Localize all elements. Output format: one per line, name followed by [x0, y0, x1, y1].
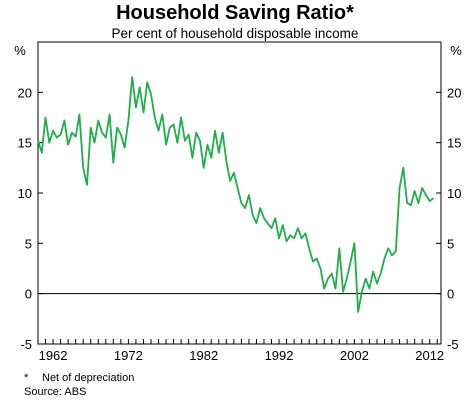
y-unit-right: %	[450, 43, 462, 58]
footnote-star: *	[24, 372, 29, 384]
x-tick-label: 1992	[265, 348, 294, 363]
x-tick-label: 2002	[340, 348, 369, 363]
y-tick-label-left: -5	[20, 337, 32, 352]
chart-title: Household Saving Ratio*	[116, 2, 354, 24]
footnote-text: Net of depreciation	[42, 372, 135, 384]
x-axis-ticks: 1962 1972 1982 1992 2002 2012	[37, 339, 444, 363]
series-line	[37, 76, 435, 313]
footnote-source: Source: ABS	[24, 386, 87, 398]
x-tick-label: 1982	[189, 348, 218, 363]
y-tick-label-right: 0	[447, 287, 454, 302]
y-tick-label-right: -5	[447, 337, 459, 352]
y-tick-label-left: 10	[18, 186, 32, 201]
x-tick-label: 1962	[39, 348, 68, 363]
y-tick-label-right: 5	[447, 236, 454, 251]
y-axis-ticks: -5 -5 0 0 5 5 10 10 15 15 20 20	[18, 85, 462, 352]
chart-subtitle: Per cent of household disposable income	[111, 26, 359, 41]
y-tick-label-left: 20	[18, 85, 32, 100]
y-tick-label-left: 15	[18, 136, 32, 151]
y-tick-label-right: 15	[447, 136, 461, 151]
x-tick-label: 1972	[114, 348, 143, 363]
y-tick-label-left: 0	[25, 287, 32, 302]
y-tick-label-right: 20	[447, 85, 461, 100]
x-tick-label: 2012	[415, 348, 444, 363]
y-tick-label-right: 10	[447, 186, 461, 201]
footnote-depreciation: * Net of depreciation	[24, 372, 134, 384]
y-unit-left: %	[14, 43, 26, 58]
y-tick-label-left: 5	[25, 236, 32, 251]
